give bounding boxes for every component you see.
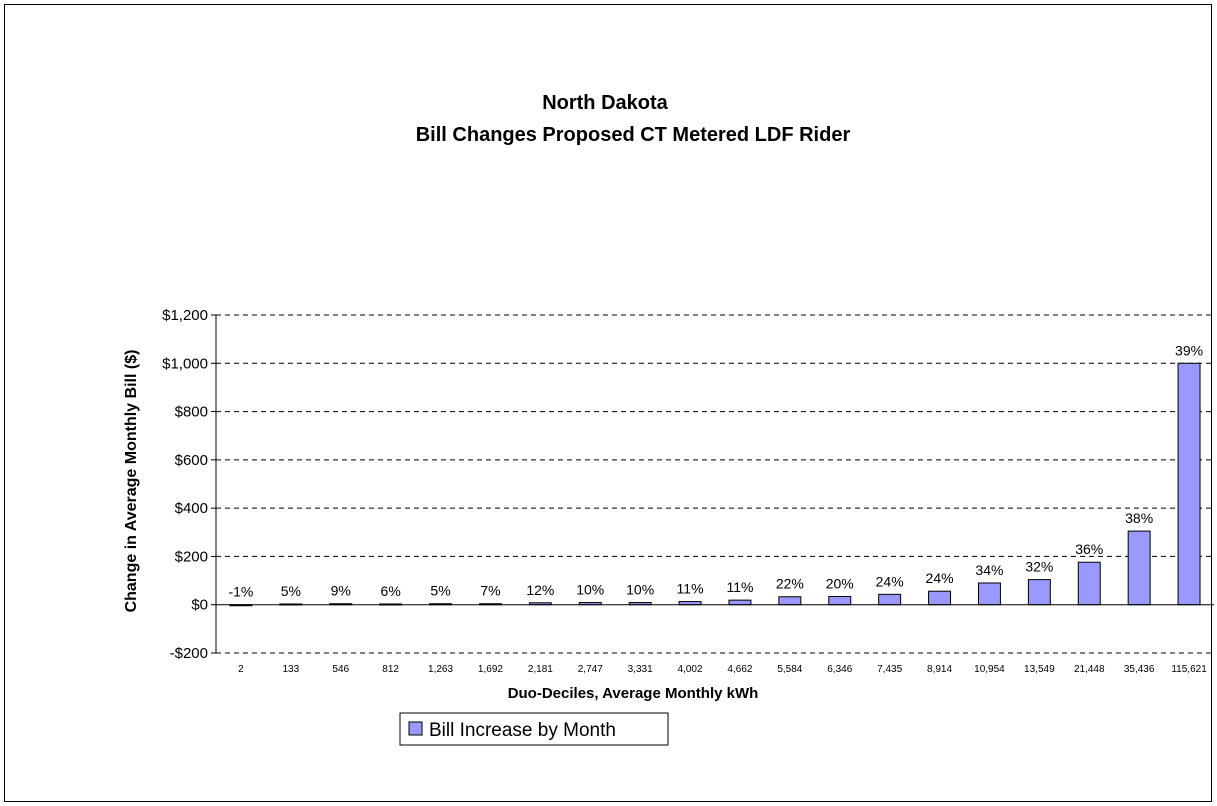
legend-swatch — [408, 721, 423, 736]
x-tick-label: 1,263 — [428, 664, 453, 675]
legend-box — [399, 712, 669, 746]
gridlines — [216, 314, 1214, 654]
y-tick-label: $1,200 — [162, 307, 208, 324]
y-tick-label: $400 — [175, 500, 208, 517]
legend: Bill Increase by Month — [399, 712, 669, 746]
bars — [229, 362, 1201, 607]
x-tick-label: 2,747 — [578, 664, 603, 675]
bar — [728, 599, 752, 606]
data-label: 5% — [430, 583, 450, 599]
data-label: -1% — [228, 584, 253, 600]
data-label: 12% — [526, 582, 554, 598]
y-tick-labels: -$200 $0 $200 $400 $600 $800 $1,000 $1,200 — [162, 307, 208, 662]
bar — [1077, 561, 1101, 606]
x-tick-labels: 2 133 546 812 1,263 1,692 2,181 2,747 3,331 4,002… — [238, 664, 1207, 675]
data-label: 10% — [576, 582, 604, 598]
data-label: 34% — [975, 562, 1003, 578]
x-tick-label: 133 — [283, 664, 300, 675]
x-tick-label: 5,584 — [777, 664, 802, 675]
data-label: 5% — [281, 583, 301, 599]
data-label: 11% — [677, 581, 704, 597]
data-label: 22% — [776, 576, 804, 592]
x-tick-label: 13,549 — [1024, 664, 1055, 675]
bar — [778, 596, 802, 606]
x-axis-title: Duo-Deciles, Average Monthly kWh — [508, 685, 759, 702]
axes — [211, 314, 1214, 654]
x-tick-label: 6,346 — [827, 664, 852, 675]
chart-subtitle: Bill Changes Proposed CT Metered LDF Rid… — [416, 124, 851, 146]
data-label: 11% — [726, 579, 753, 595]
chart-title: North Dakota — [542, 92, 668, 114]
x-tick-label: 4,002 — [678, 664, 703, 675]
y-tick-label: $0 — [191, 597, 208, 614]
bar — [828, 596, 852, 606]
x-tick-label: 8,914 — [927, 664, 952, 675]
data-label: 6% — [381, 583, 401, 599]
data-label: 24% — [926, 570, 954, 586]
data-label: 20% — [826, 576, 854, 592]
x-tick-label: 35,436 — [1124, 664, 1155, 675]
data-labels: -1% 5% 9% 6% 5% 7% 12% 10% 10% 11% 11% 22% 20% 24% 24%… — [228, 342, 1203, 599]
x-tick-label: 3,331 — [628, 664, 653, 675]
x-tick-label: 812 — [382, 664, 399, 675]
x-tick-label: 21,448 — [1074, 664, 1105, 675]
y-tick-label: $200 — [175, 548, 208, 565]
y-axis-title: Change in Average Monthly Bill ($) — [123, 350, 140, 613]
data-label: 32% — [1025, 559, 1053, 575]
bar — [977, 582, 1001, 606]
x-tick-label: 2 — [238, 664, 244, 675]
data-label: 9% — [331, 583, 351, 599]
x-tick-label: 2,181 — [528, 664, 553, 675]
bar — [1177, 362, 1201, 606]
data-label: 24% — [876, 573, 904, 589]
y-tick-label: $1,000 — [162, 355, 208, 372]
bar — [1127, 530, 1151, 606]
y-tick-label: -$200 — [170, 645, 208, 662]
data-label: 38% — [1125, 510, 1153, 526]
bar — [928, 590, 952, 606]
x-tick-label: 115,621 — [1171, 664, 1207, 675]
data-label: 39% — [1175, 342, 1203, 358]
bar — [1027, 579, 1051, 606]
y-tick-label: $600 — [175, 452, 208, 469]
y-tick-label: $800 — [175, 404, 208, 421]
x-tick-label: 4,662 — [727, 664, 752, 675]
data-label: 10% — [626, 582, 654, 598]
x-tick-label: 546 — [332, 664, 349, 675]
data-label: 7% — [480, 583, 500, 599]
bar — [878, 593, 902, 606]
legend-label: Bill Increase by Month — [429, 720, 616, 741]
data-label: 36% — [1075, 541, 1103, 557]
chart-frame — [4, 4, 1212, 802]
x-tick-label: 1,692 — [478, 664, 503, 675]
x-tick-label: 7,435 — [877, 664, 902, 675]
x-tick-label: 10,954 — [974, 664, 1005, 675]
